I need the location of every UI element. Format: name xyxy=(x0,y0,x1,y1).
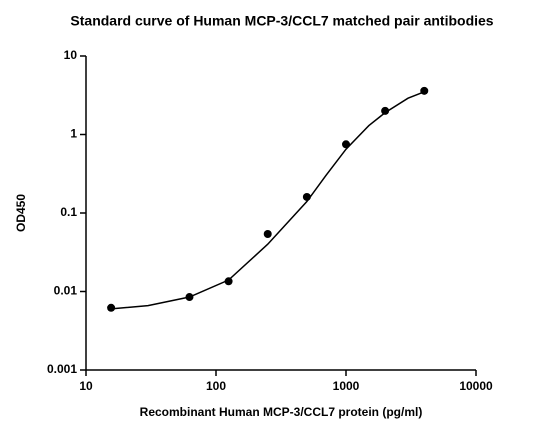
x-tick-label: 10 xyxy=(79,379,93,393)
x-tick-label: 10000 xyxy=(459,379,493,393)
y-tick-label: 0.001 xyxy=(47,362,77,376)
y-tick-label: 1 xyxy=(70,127,77,141)
x-tick-label: 1000 xyxy=(333,379,360,393)
data-point xyxy=(263,230,272,239)
x-axis-title: Recombinant Human MCP-3/CCL7 protein (pg… xyxy=(140,405,423,419)
y-tick-label: 0.01 xyxy=(54,284,78,298)
data-point xyxy=(224,277,233,286)
data-point xyxy=(381,106,390,115)
y-axis-title: OD450 xyxy=(14,194,28,232)
chart-title: Standard curve of Human MCP-3/CCL7 match… xyxy=(70,13,493,29)
y-tick-label: 0.1 xyxy=(60,205,77,219)
fit-curve xyxy=(111,91,425,310)
data-point xyxy=(107,303,116,312)
x-tick-label: 100 xyxy=(206,379,226,393)
y-tick-label: 10 xyxy=(64,48,78,62)
